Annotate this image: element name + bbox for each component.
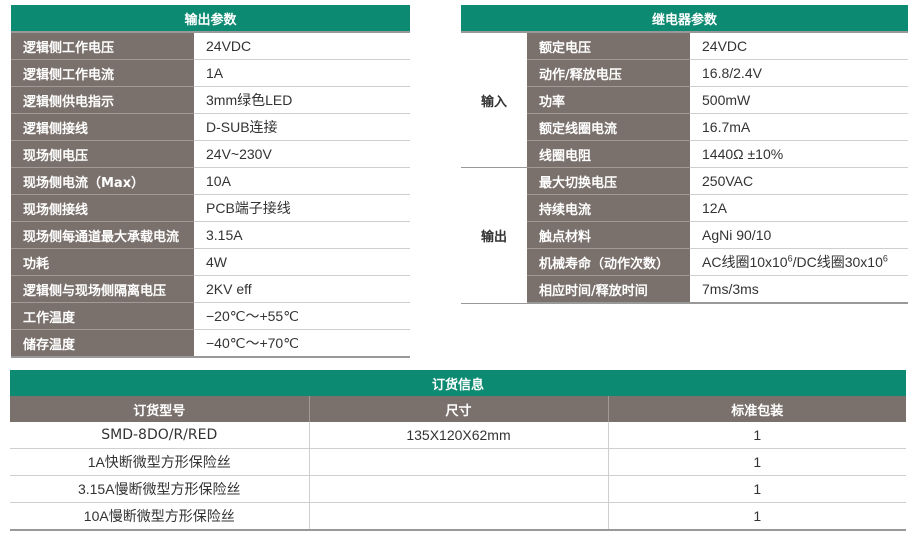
param-label: 线圈电阻	[527, 140, 690, 168]
table-row: 3.15A慢断微型方形保险丝 1	[10, 475, 906, 503]
param-value: AgNi 90/10	[690, 221, 908, 249]
param-value: 500mW	[690, 86, 908, 114]
table-row: 逻辑侧与现场侧隔离电压 2KV eff	[11, 275, 410, 303]
param-value: 16.8/2.4V	[690, 59, 908, 87]
param-label: 逻辑侧接线	[11, 113, 194, 141]
order-package: 1	[608, 502, 906, 531]
param-label: 动作/释放电压	[527, 59, 690, 87]
table-row: 逻辑侧工作电压 24VDC	[11, 32, 410, 60]
order-model: 3.15A慢断微型方形保险丝	[10, 475, 310, 503]
param-value: 24V~230V	[194, 140, 410, 168]
param-value: 1440Ω ±10%	[690, 140, 908, 168]
column-header-row: 订货型号 尺寸 标准包装	[10, 396, 906, 422]
table-row: 线圈电阻 1440Ω ±10%	[461, 140, 908, 168]
output-params-table: 输出参数 逻辑侧工作电压 24VDC 逻辑侧工作电流 1A 逻辑侧供电指示 3mm绿色LE…	[11, 5, 410, 358]
table-row: 功耗 4W	[11, 248, 410, 276]
relay-params-table: 继电器参数 输入 额定电压 24VDC 动作/释放电压 16.8/2.4V 功率 500mW…	[461, 5, 908, 304]
table-row: 动作/释放电压 16.8/2.4V	[461, 59, 908, 87]
param-label: 机械寿命（动作次数）	[527, 248, 690, 276]
param-value: 250VAC	[690, 167, 908, 195]
param-label: 逻辑侧工作电流	[11, 59, 194, 87]
param-label: 逻辑侧供电指示	[11, 86, 194, 114]
param-label: 额定电压	[527, 32, 690, 60]
param-label: 储存温度	[11, 329, 194, 358]
param-value: −20℃～+55℃	[194, 302, 410, 330]
order-info-table: 订货信息 订货型号 尺寸 标准包装 SMD-8DO/R/RED 135X120X62m…	[10, 370, 906, 531]
order-package: 1	[608, 448, 906, 476]
life-c: /DC线圈30x10	[792, 254, 883, 270]
order-package: 1	[608, 422, 906, 449]
param-label: 现场侧接线	[11, 194, 194, 222]
order-info-title: 订货信息	[10, 370, 906, 396]
param-label: 触点材料	[527, 221, 690, 249]
table-row: 触点材料 AgNi 90/10	[461, 221, 908, 249]
order-model: SMD-8DO/R/RED	[10, 422, 310, 449]
table-row: 输出 最大切换电压 250VAC	[461, 167, 908, 304]
param-value: D-SUB连接	[194, 113, 410, 141]
param-label: 功耗	[11, 248, 194, 276]
param-label: 持续电流	[527, 194, 690, 222]
param-label: 额定线圈电流	[527, 113, 690, 141]
table-row: SMD-8DO/R/RED 135X120X62mm 1	[10, 422, 906, 449]
table-row: 工作温度 −20℃～+55℃	[11, 302, 410, 330]
param-value: 10A	[194, 167, 410, 195]
param-value: 7ms/3ms	[690, 275, 908, 304]
param-value: 3.15A	[194, 221, 410, 249]
param-label: 现场侧电压	[11, 140, 194, 168]
param-label: 工作温度	[11, 302, 194, 330]
table-row: 1A快断微型方形保险丝 1	[10, 448, 906, 476]
table-row: 现场侧电流（Max） 10A	[11, 167, 410, 195]
param-label: 现场侧每通道最大承载电流	[11, 221, 194, 249]
param-label: 最大切换电压	[527, 167, 690, 195]
param-label: 功率	[527, 86, 690, 114]
table-row: 现场侧接线 PCB端子接线	[11, 194, 410, 222]
table-row: 持续电流 12A	[461, 194, 908, 222]
param-value: 24VDC	[194, 32, 410, 60]
table-row: 输入 额定电压 24VDC	[461, 32, 908, 168]
table-row: 现场侧电压 24V~230V	[11, 140, 410, 168]
table-row: 储存温度 −40℃～+70℃	[11, 329, 410, 358]
column-header: 订货型号	[10, 396, 310, 422]
param-label: 逻辑侧与现场侧隔离电压	[11, 275, 194, 303]
param-value: AC线圈10x106/DC线圈30x106	[690, 248, 908, 276]
group-label-input: 输入	[461, 32, 527, 168]
table-row: 逻辑侧工作电流 1A	[11, 59, 410, 87]
table-row: 额定线圈电流 16.7mA	[461, 113, 908, 141]
output-params-title: 输出参数	[11, 5, 410, 33]
order-model: 1A快断微型方形保险丝	[10, 448, 310, 476]
order-model: 10A慢断微型方形保险丝	[10, 502, 310, 531]
column-header: 标准包装	[608, 396, 906, 422]
relay-params-title: 继电器参数	[461, 5, 908, 33]
life-d: 6	[882, 253, 888, 264]
param-value: −40℃～+70℃	[194, 329, 410, 358]
table-row: 现场侧每通道最大承载电流 3.15A	[11, 221, 410, 249]
table-row: 相应时间/释放时间 7ms/3ms	[461, 275, 908, 304]
table-row: 功率 500mW	[461, 86, 908, 114]
life-a: AC线圈10x10	[702, 254, 788, 270]
life-b: 6	[787, 253, 793, 264]
param-label: 现场侧电流（Max）	[11, 167, 194, 195]
param-value: 12A	[690, 194, 908, 222]
param-label: 相应时间/释放时间	[527, 275, 690, 304]
param-value: 2KV eff	[194, 275, 410, 303]
table-row: 机械寿命（动作次数） AC线圈10x106/DC线圈30x106	[461, 248, 908, 276]
table-row: 逻辑侧供电指示 3mm绿色LED	[11, 86, 410, 114]
order-size	[309, 448, 609, 476]
order-size: 135X120X62mm	[309, 422, 609, 449]
param-value: PCB端子接线	[194, 194, 410, 222]
group-label-output: 输出	[461, 167, 527, 304]
param-label: 逻辑侧工作电压	[11, 32, 194, 60]
param-value: 24VDC	[690, 32, 908, 60]
order-size	[309, 502, 609, 531]
param-value: 1A	[194, 59, 410, 87]
table-row: 10A慢断微型方形保险丝 1	[10, 502, 906, 531]
order-size	[309, 475, 609, 503]
column-header: 尺寸	[309, 396, 609, 422]
table-row: 逻辑侧接线 D-SUB连接	[11, 113, 410, 141]
param-value: 16.7mA	[690, 113, 908, 141]
param-value: 4W	[194, 248, 410, 276]
param-value: 3mm绿色LED	[194, 86, 410, 114]
order-package: 1	[608, 475, 906, 503]
